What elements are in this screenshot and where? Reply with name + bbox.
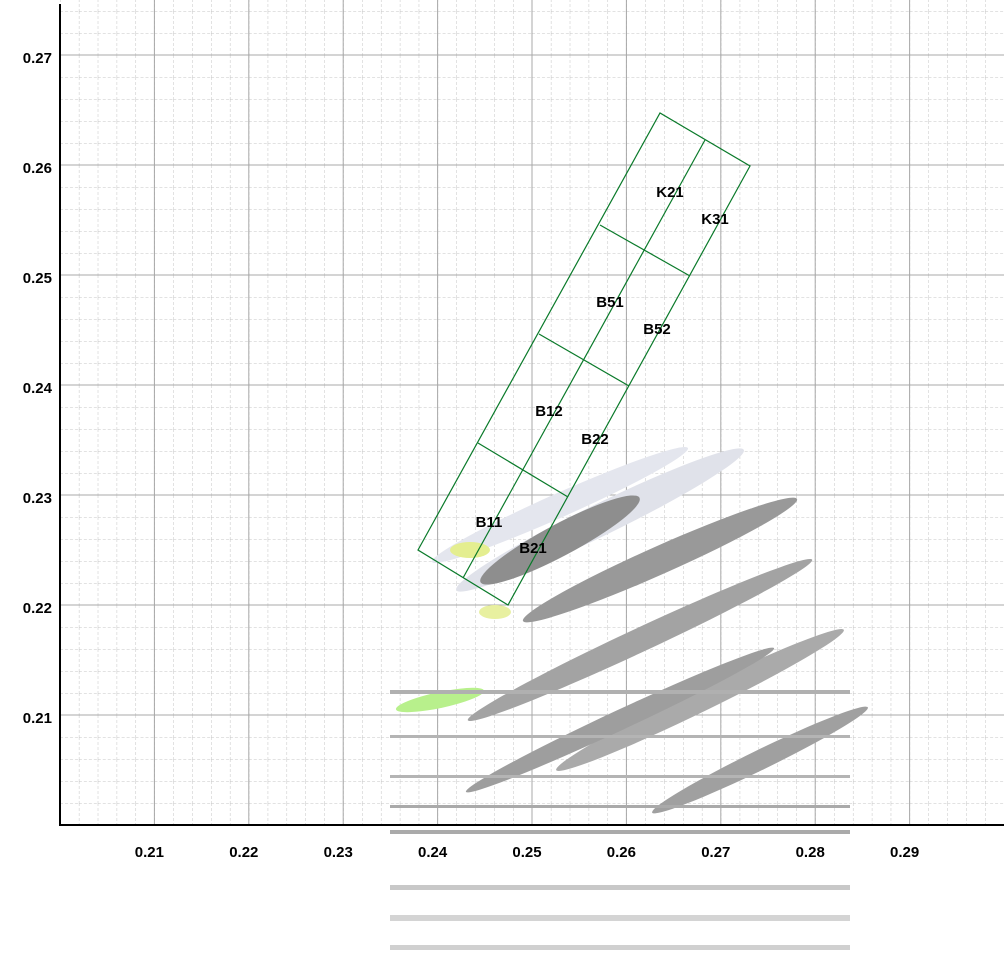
- x-tick-label: 0.29: [890, 844, 919, 861]
- x-tick-label: 0.21: [135, 844, 164, 861]
- field-blobs: [390, 447, 868, 950]
- cell-label: B21: [519, 540, 547, 557]
- y-tick-label: 0.23: [23, 490, 52, 507]
- x-tick-label: 0.28: [796, 844, 825, 861]
- x-tick-label: 0.23: [324, 844, 353, 861]
- cell-label: B22: [581, 431, 609, 448]
- x-tick-label: 0.25: [512, 844, 541, 861]
- y-tick-label: 0.25: [23, 270, 52, 287]
- cell-label: B11: [476, 514, 503, 531]
- x-tick-label: 0.27: [701, 844, 730, 861]
- cell-label: B12: [535, 403, 563, 420]
- x-tick-label: 0.22: [229, 844, 258, 861]
- cell-label: B51: [596, 294, 624, 311]
- y-tick-label: 0.24: [23, 380, 53, 397]
- y-tick-label: 0.21: [23, 710, 52, 727]
- frame-grid: [417, 112, 751, 606]
- x-tick-label: 0.26: [607, 844, 636, 861]
- x-tick-label: 0.24: [418, 844, 448, 861]
- y-tick-label: 0.22: [23, 600, 52, 617]
- y-tick-label: 0.26: [23, 160, 52, 177]
- y-tick-label: 0.27: [23, 50, 52, 67]
- cell-label: K21: [656, 184, 684, 201]
- cell-label: B52: [643, 321, 671, 338]
- cell-label: K31: [701, 211, 729, 228]
